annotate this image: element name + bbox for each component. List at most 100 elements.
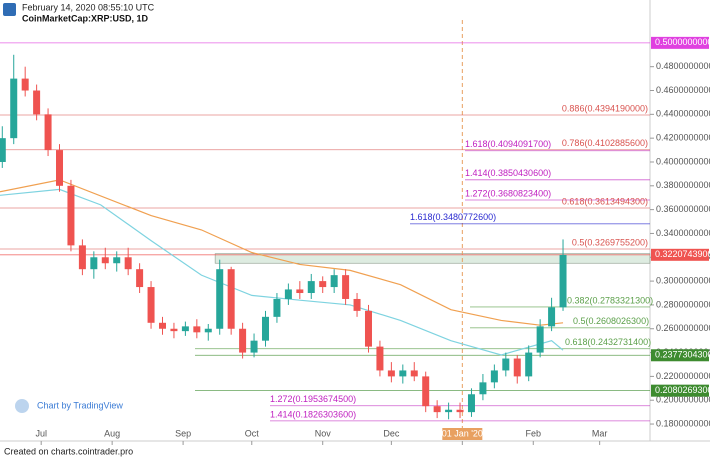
candle-body	[44, 114, 52, 151]
candle-body	[67, 185, 75, 246]
candle-body	[261, 316, 269, 341]
candle-body	[445, 409, 453, 413]
candle-body	[204, 328, 212, 333]
level-label: 0.886(0.4394190000)	[562, 103, 648, 113]
candle-body	[159, 322, 166, 329]
level-label: 0.618(0.2432731400)	[565, 337, 651, 347]
candle-body	[490, 370, 498, 383]
candle-body	[399, 370, 407, 377]
price-tag-label: 0.3220743900	[655, 249, 710, 259]
y-tick-label: 0.3800000000	[656, 180, 710, 190]
price-tag-label: 0.2377304300	[655, 350, 710, 360]
x-tick-label: Jul	[35, 428, 47, 438]
level-label: 1.272(0.3680823400)	[465, 188, 551, 198]
candle-body	[21, 78, 29, 91]
candle-body	[364, 310, 372, 347]
level-label: 0.5(0.2608026300)	[573, 316, 649, 326]
candle-body	[78, 245, 86, 270]
candle-body	[353, 298, 361, 311]
candle-body	[56, 150, 64, 186]
y-tick-label: 0.4600000000	[656, 85, 710, 95]
x-tick-label: Feb	[526, 428, 542, 438]
price-tag-label: 0.5000000000	[655, 37, 710, 47]
candle-body	[101, 257, 109, 264]
x-tick-label: Sep	[175, 428, 191, 438]
candle-body	[319, 281, 327, 288]
y-tick-label: 0.2600000000	[656, 323, 710, 333]
watermark-logo	[15, 399, 29, 413]
candle-body	[376, 346, 384, 371]
candle-body	[33, 90, 41, 115]
candle-body	[410, 370, 418, 377]
candle-body	[0, 138, 6, 162]
y-tick-label: 0.1800000000	[656, 418, 710, 428]
candle-body	[90, 257, 98, 270]
y-tick-label: 0.3400000000	[656, 228, 710, 238]
candle-body	[525, 352, 533, 377]
candle-body	[422, 376, 430, 407]
candle-body	[456, 409, 464, 413]
candle-body	[548, 307, 556, 327]
level-label: 1.414(0.1826303600)	[270, 409, 356, 419]
candle-body	[250, 340, 258, 353]
level-label: 0.5(0.3269755200)	[572, 237, 648, 247]
candle-body	[467, 394, 475, 413]
candle-body	[513, 358, 521, 377]
y-tick-label: 0.4000000000	[656, 156, 710, 166]
candle-body	[113, 257, 121, 264]
footer: Created on charts.cointrader.pro	[4, 446, 133, 456]
level-label: 0.786(0.4102885600)	[562, 138, 648, 148]
x-tick-label: Mar	[592, 428, 608, 438]
y-tick-label: 0.3600000000	[656, 204, 710, 214]
x-tick-highlight	[442, 428, 483, 440]
x-tick-label: Nov	[315, 428, 332, 438]
price-tag	[651, 349, 709, 362]
candle-body	[479, 382, 487, 395]
candle-body	[433, 406, 441, 413]
candle-body	[170, 328, 178, 332]
candle-body	[239, 328, 247, 353]
y-tick-label: 0.4400000000	[656, 109, 710, 119]
y-tick-label: 0.2800000000	[656, 299, 710, 309]
candle-body	[147, 287, 155, 323]
x-tick-label: 01 Jan '20	[442, 428, 483, 438]
candle-body	[342, 275, 350, 299]
candle-body	[216, 269, 224, 329]
symbol-icon	[3, 3, 16, 16]
candle-body	[559, 254, 567, 308]
candle-body	[307, 281, 315, 294]
level-label: 1.618(0.4094091700)	[465, 139, 551, 149]
candle-body	[387, 370, 395, 377]
y-tick-label: 0.4200000000	[656, 133, 710, 143]
price-tag	[651, 36, 709, 49]
candle-body	[181, 326, 189, 332]
moving-average	[0, 188, 564, 356]
candle-body	[273, 298, 281, 317]
level-label: 0.382(0.2783321300)	[567, 295, 653, 305]
y-tick-label: 0.2200000000	[656, 371, 710, 381]
x-tick-label: Dec	[383, 428, 400, 438]
header-date: February 14, 2020 08:55:10 UTC	[22, 2, 155, 12]
price-tag-label: 0.2080269300	[655, 385, 710, 395]
candle-body	[330, 275, 338, 288]
zone	[214, 253, 651, 264]
x-tick-label: Aug	[104, 428, 120, 438]
level-label: 1.272(0.1953674500)	[270, 394, 356, 404]
header-symbol: CoinMarketCap:XRP:USD, 1D	[22, 13, 149, 23]
y-tick-label: 0.3000000000	[656, 275, 710, 285]
moving-average	[0, 179, 564, 326]
candle-body	[10, 78, 18, 139]
price-tag	[651, 248, 709, 261]
candle-body	[124, 257, 132, 270]
candle-body	[227, 269, 235, 329]
candle-body	[284, 289, 292, 299]
watermark: Chart by TradingView	[37, 400, 123, 410]
candle-body	[296, 289, 304, 294]
price-tag	[651, 384, 709, 397]
candle-body	[536, 326, 544, 353]
candle-body	[502, 358, 510, 371]
y-tick-label: 0.2000000000	[656, 395, 710, 405]
x-tick-label: Oct	[245, 428, 260, 438]
